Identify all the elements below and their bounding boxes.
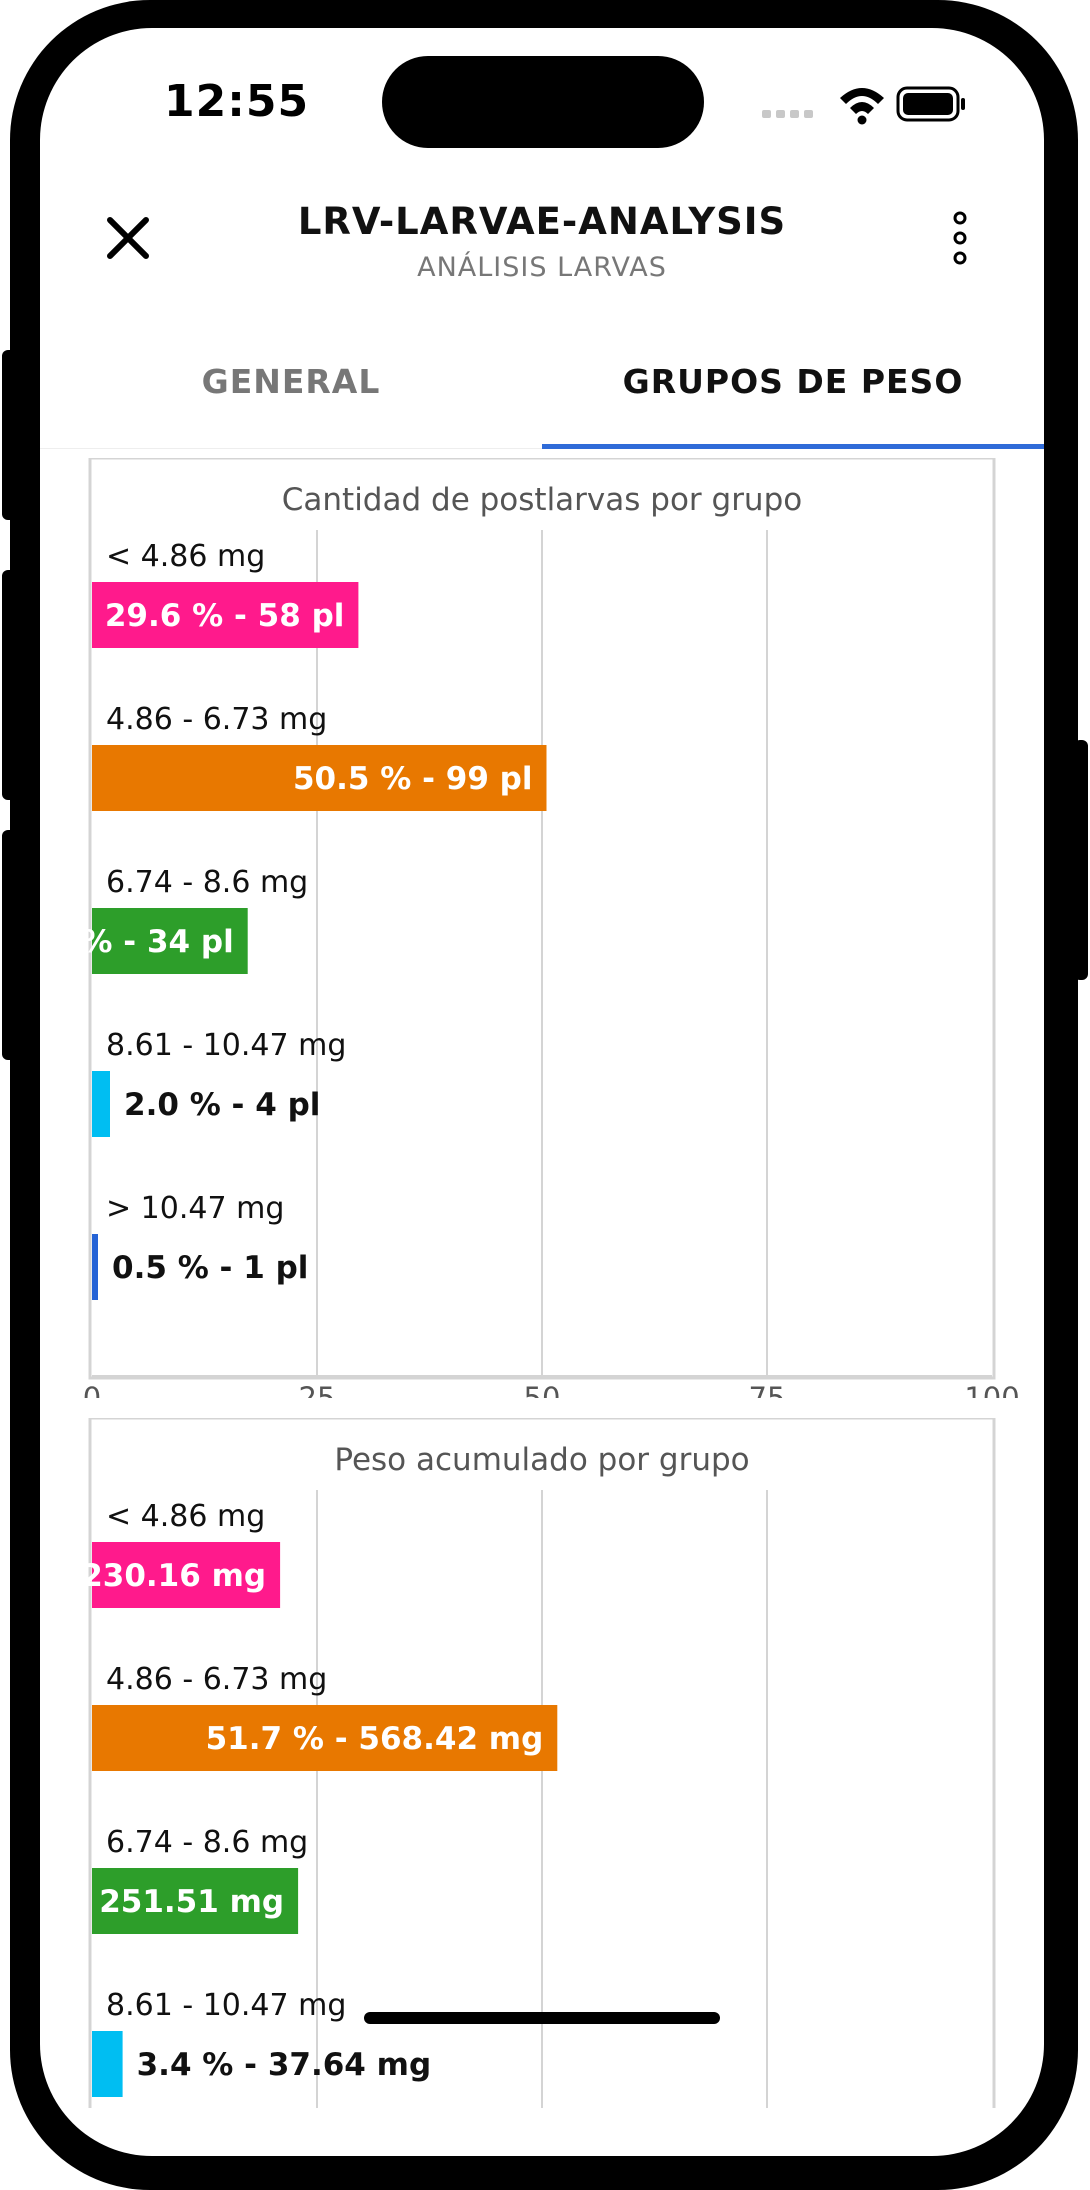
action-button <box>2 350 16 520</box>
chart-title: Cantidad de postlarvas por grupo <box>282 482 802 518</box>
bar <box>92 908 248 974</box>
data-label: 0.5 % - 1 pl <box>112 1250 308 1286</box>
category-label: < 4.86 mg <box>106 1499 265 1534</box>
volume-down-button <box>2 830 16 1060</box>
bar <box>92 1234 98 1300</box>
category-label: > 10.47 mg <box>106 1191 284 1226</box>
x-tick-label: 100 <box>964 1381 1019 1398</box>
app-screen: 12:55 <box>40 28 1044 2156</box>
status-time: 12:55 <box>164 76 310 127</box>
status-bar: 12:55 <box>40 28 1044 178</box>
bar <box>92 2031 123 2097</box>
data-label: 3.4 % - 37.64 mg <box>137 2047 432 2083</box>
data-label: 29.6 % - 58 pl <box>105 598 345 634</box>
dynamic-island <box>382 56 704 148</box>
bar <box>92 1071 110 1137</box>
category-label: 8.61 - 10.47 mg <box>106 1028 346 1063</box>
tab-general[interactable]: GENERAL <box>201 361 381 401</box>
data-label: 20.9 % - 230.16 mg <box>40 1558 266 1594</box>
app-header: LRV-LARVAE-ANALYSIS ANÁLISIS LARVAS <box>40 178 1044 298</box>
chart-title: Peso acumulado por grupo <box>334 1442 749 1478</box>
bar <box>92 1868 299 1934</box>
page-subtitle: ANÁLISIS LARVAS <box>417 252 667 283</box>
category-label: 4.86 - 6.73 mg <box>106 1662 327 1697</box>
category-label: 6.74 - 8.6 mg <box>106 1825 308 1860</box>
chart-frame <box>88 1418 996 2108</box>
close-button[interactable] <box>88 198 168 278</box>
more-options-button[interactable] <box>930 198 990 278</box>
more-vertical-icon <box>953 211 967 265</box>
x-tick-label: 25 <box>299 1381 336 1398</box>
status-icons <box>762 86 965 125</box>
wifi-icon <box>840 88 884 125</box>
bar <box>92 582 359 648</box>
chart-count-by-group: Cantidad de postlarvas por grupo 0 25 50 75 1… <box>40 458 1020 1398</box>
category-label: 6.74 - 8.6 mg <box>106 865 308 900</box>
chart-frame <box>88 458 996 1380</box>
data-label: 50.5 % - 99 pl <box>293 761 533 797</box>
category-label: 4.86 - 6.73 mg <box>106 702 327 737</box>
category-label: 8.61 - 10.47 mg <box>106 1988 346 2023</box>
tab-grupos-de-peso[interactable]: GRUPOS DE PESO <box>622 361 964 401</box>
active-tab-indicator <box>542 444 1044 449</box>
page-title: LRV-LARVAE-ANALYSIS <box>297 200 787 243</box>
data-label: 2.0 % - 4 pl <box>124 1087 320 1123</box>
x-tick-label: 50 <box>524 1381 561 1398</box>
category-label: < 4.86 mg <box>106 539 265 574</box>
close-icon <box>107 217 149 259</box>
x-tick-label: 75 <box>749 1381 786 1398</box>
power-button <box>1074 740 1088 980</box>
data-label: 51.7 % - 568.42 mg <box>206 1721 544 1757</box>
data-label: 17.3 % - 34 pl <box>40 924 234 960</box>
data-label: 22.9 % - 251.51 mg <box>40 1884 284 1920</box>
tab-bar: GENERAL GRUPOS DE PESO <box>40 318 1044 449</box>
cellular-signal-icon <box>762 110 813 118</box>
volume-up-button <box>2 570 16 800</box>
x-tick-label: 0 <box>83 1381 101 1398</box>
bar <box>92 1542 281 1608</box>
home-indicator <box>364 2012 720 2024</box>
battery-icon <box>896 86 965 122</box>
bar <box>92 1705 558 1771</box>
chart-weight-by-group: Peso acumulado por grupo < 4.86 mg 20.9 % … <box>40 1418 996 2108</box>
bar <box>92 745 547 811</box>
